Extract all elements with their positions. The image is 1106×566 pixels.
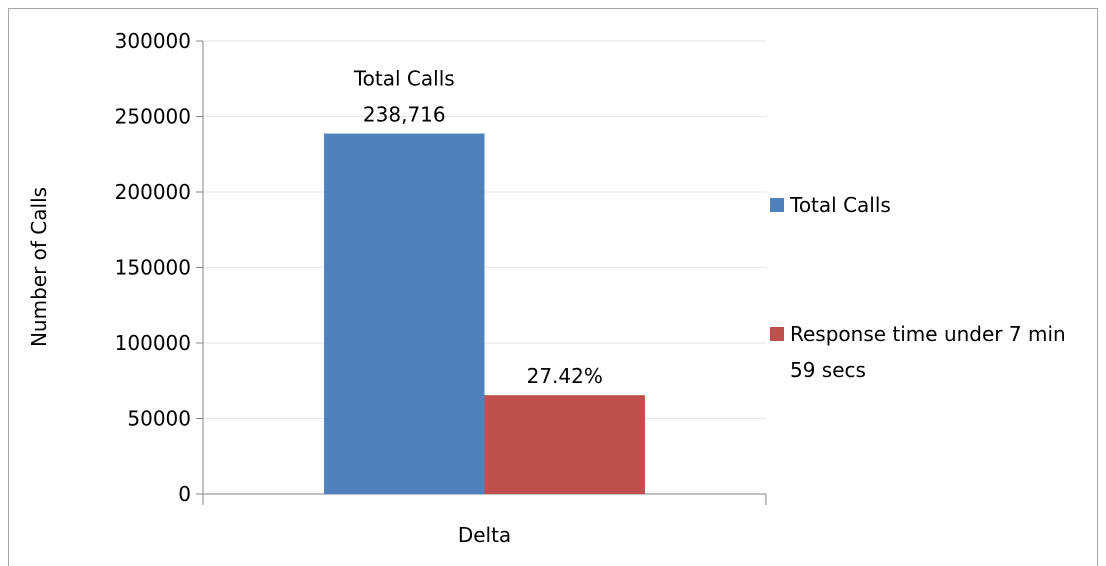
y-tick-label: 250000 bbox=[115, 105, 191, 129]
x-tick-label: Delta bbox=[458, 523, 511, 547]
legend-swatch bbox=[770, 327, 784, 341]
y-tick-label: 0 bbox=[178, 482, 191, 506]
y-tick-label: 150000 bbox=[115, 256, 191, 280]
y-tick-label: 300000 bbox=[115, 29, 191, 53]
y-tick-label: 200000 bbox=[115, 180, 191, 204]
legend-label: Total Calls bbox=[789, 193, 891, 217]
legend-label: Response time under 7 min 59 secs bbox=[790, 322, 1066, 382]
data-label: Total Calls 238,716 bbox=[353, 67, 455, 127]
y-tick-label: 50000 bbox=[127, 407, 191, 431]
bar bbox=[324, 133, 485, 495]
data-label: 27.42% bbox=[527, 364, 603, 388]
y-axis-label: Number of Calls bbox=[27, 187, 51, 347]
y-tick-label: 100000 bbox=[115, 331, 191, 355]
bar bbox=[484, 395, 645, 494]
legend-swatch bbox=[770, 198, 784, 212]
